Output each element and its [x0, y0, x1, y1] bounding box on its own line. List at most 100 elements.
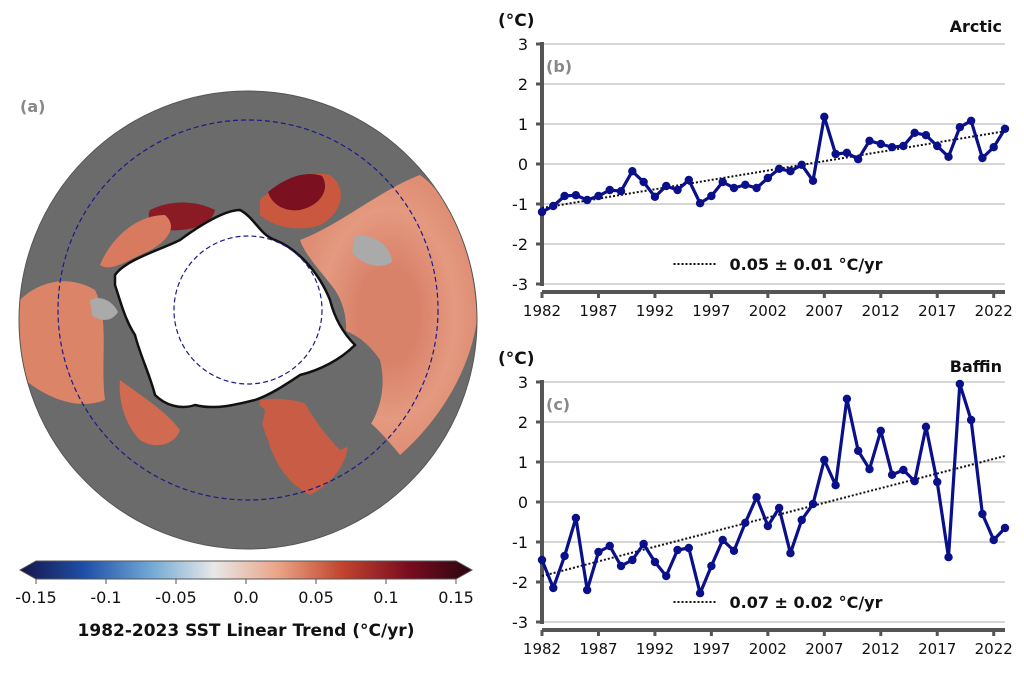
- colorbar-bar: [18, 560, 474, 580]
- baffin-xtick-label: 2012: [862, 640, 900, 658]
- baffin-data-point: [594, 547, 603, 557]
- arctic-data-point: [605, 185, 614, 195]
- arctic-xtick-label: 1992: [636, 302, 674, 320]
- baffin-xtick-label: 2002: [749, 640, 787, 658]
- colorbar-tick-label: 0.1: [373, 588, 398, 607]
- ocean-beaufort: [119, 380, 180, 446]
- arctic-ylabel: (°C): [498, 11, 535, 31]
- baffin-data-point: [933, 477, 942, 487]
- arctic-data-point: [910, 128, 919, 137]
- baffin-data-point: [741, 518, 750, 527]
- colorbar-tick-label: -0.1: [90, 588, 121, 607]
- land-canadian-archipelago: [193, 394, 265, 465]
- arctic-data-point: [729, 183, 739, 193]
- arctic-data-point: [763, 173, 773, 183]
- latitude-circle-inner: [173, 235, 323, 385]
- arctic-data-point: [944, 152, 953, 161]
- baffin-legend-label: 0.07 ± 0.02 °C/yr: [730, 593, 883, 612]
- baffin-data-point: [955, 379, 965, 389]
- arctic-data-point: [831, 149, 840, 159]
- arctic-data-point: [718, 177, 727, 187]
- arctic-data-point: [797, 160, 806, 169]
- baffin-data-point: [865, 465, 874, 474]
- baffin-xtick-label: 1992: [636, 640, 674, 658]
- baffin-data-point: [650, 557, 660, 567]
- baffin-data-point: [752, 493, 761, 502]
- arctic-ytick-label: -3: [512, 275, 528, 294]
- baffin-data-point: [684, 543, 694, 553]
- arctic-panel-label: (b): [546, 57, 572, 76]
- arctic-data-point: [865, 136, 874, 145]
- baffin-ytick-label: -2: [512, 573, 528, 592]
- arctic-data-point: [774, 164, 784, 173]
- arctic-xtick-label: 2022: [975, 302, 1013, 320]
- baffin-data-point: [537, 555, 547, 565]
- baffin-series-line: [540, 382, 1007, 595]
- baffin-data-point: [966, 415, 976, 425]
- baffin-data-point: [910, 477, 919, 486]
- arctic-xtick-label: 2007: [805, 302, 843, 320]
- baffin-data-point: [989, 535, 998, 545]
- baffin-data-point: [887, 470, 897, 479]
- baffin-xtick-label: 2022: [975, 640, 1013, 658]
- grey-ice-edge-patch: [90, 298, 118, 320]
- arctic-data-point: [549, 201, 558, 211]
- colorbar-label: 1982-2023 SST Linear Trend (°C/yr): [78, 621, 415, 641]
- arctic-ytick-label: 3: [518, 35, 528, 54]
- arctic-data-point: [1000, 124, 1010, 133]
- arctic-data-point: [639, 177, 648, 187]
- baffin-data-point: [944, 553, 953, 562]
- baffin-data-point: [763, 521, 773, 531]
- map-disc: [19, 91, 477, 549]
- baffin-xtick-label: 1982: [523, 640, 561, 658]
- baffin-ytick-label: 3: [518, 373, 528, 392]
- colorbar-tick-label: -0.15: [15, 588, 56, 607]
- arctic-data-point: [786, 167, 795, 176]
- arctic-xtick-label: 2017: [918, 302, 956, 320]
- arctic-data-point: [537, 207, 547, 217]
- baffin-data-point: [876, 426, 885, 435]
- baffin-data-point: [605, 541, 614, 551]
- baffin-xtick-label: 1987: [579, 640, 617, 658]
- polar-map-panel: (a) -0.15 -0.1 -0.05 0.0 0.05 0.1 0.15 1982-20…: [15, 90, 478, 641]
- arctic-data-point: [695, 199, 705, 208]
- arctic-plot-area: 3 2 1 0 -1 -2 -3 1982 1987 1992 1997 2002 2007 2012 20…: [512, 35, 1013, 320]
- panel-a-label: (a): [20, 97, 45, 116]
- baffin-data-point: [616, 561, 626, 571]
- baffin-data-point: [549, 583, 558, 593]
- baffin-data-point: [842, 394, 852, 403]
- baffin-data-point: [560, 551, 569, 561]
- arctic-data-point: [650, 192, 660, 201]
- colorbar-tick-label: 0.15: [438, 588, 474, 607]
- arctic-data-point: [571, 191, 581, 200]
- arctic-data-point: [820, 112, 829, 122]
- baffin-ytick-label: 2: [518, 413, 528, 432]
- arctic-data-point: [876, 139, 885, 149]
- ocean-siberian-shelf: [100, 215, 171, 268]
- sea-ice-region: [113, 208, 357, 409]
- arctic-data-point: [955, 123, 965, 132]
- colorbar-tick-label: 0.05: [298, 588, 334, 607]
- arctic-legend-label: 0.05 ± 0.01 °C/yr: [730, 255, 883, 274]
- baffin-data-point: [695, 589, 705, 598]
- latitude-circle-outer: [57, 119, 439, 501]
- arctic-data-point: [989, 143, 998, 152]
- baffin-xtick-label: 2007: [805, 640, 843, 658]
- baffin-data-point: [571, 513, 581, 523]
- baffin-data-point: [628, 555, 637, 565]
- arctic-chart-panel: (°C) Arctic (b) 3 2 1 0 -1 -2 -3 1982 1987 1992 19…: [498, 11, 1013, 320]
- arctic-ytick-label: 2: [518, 75, 528, 94]
- baffin-data-point: [718, 535, 727, 545]
- arctic-data-point: [752, 183, 761, 193]
- arctic-data-point: [673, 185, 682, 195]
- baffin-ytick-label: 1: [518, 453, 528, 472]
- baffin-data-point: [820, 455, 829, 465]
- baffin-data-point: [978, 509, 987, 519]
- arctic-xtick-label: 1987: [579, 302, 617, 320]
- baffin-data-point: [797, 515, 806, 525]
- arctic-data-point: [616, 187, 626, 196]
- baffin-xtick-label: 2017: [918, 640, 956, 658]
- colorbar: -0.15 -0.1 -0.05 0.0 0.05 0.1 0.15 1982-2023 S…: [15, 560, 474, 641]
- arctic-ytick-label: -2: [512, 235, 528, 254]
- arctic-data-point: [966, 116, 976, 126]
